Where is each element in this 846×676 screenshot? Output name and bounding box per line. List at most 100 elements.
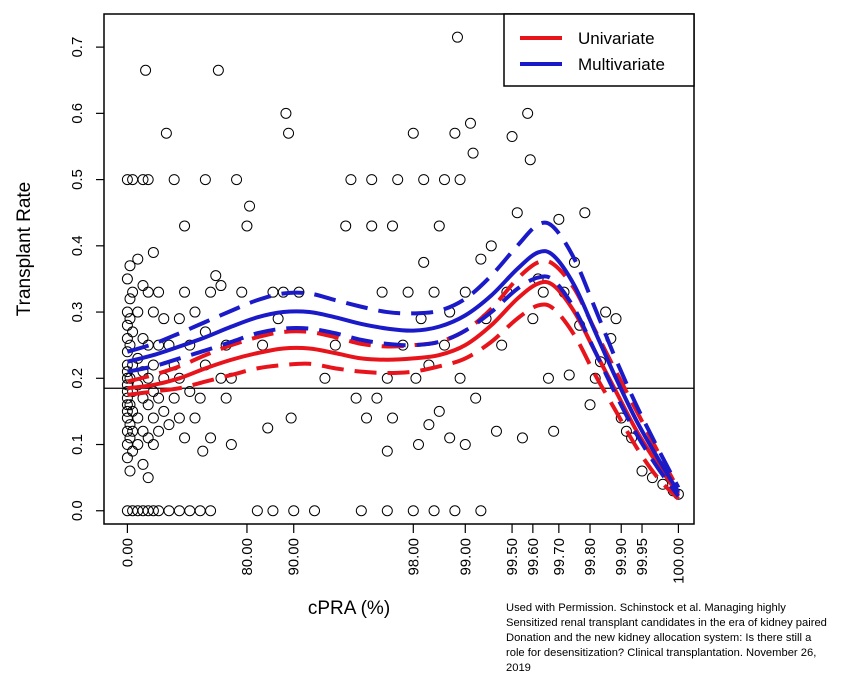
data-point xyxy=(142,472,154,484)
data-point xyxy=(168,392,180,404)
series-1-line xyxy=(126,249,681,494)
data-point xyxy=(524,154,536,166)
data-point xyxy=(407,505,419,517)
data-point xyxy=(236,286,248,298)
data-point xyxy=(451,31,463,43)
legend-box xyxy=(503,13,695,87)
data-point xyxy=(121,319,133,331)
data-point xyxy=(199,174,211,186)
data-point xyxy=(121,425,133,437)
data-point xyxy=(194,392,206,404)
data-point xyxy=(428,286,440,298)
data-point xyxy=(147,306,159,318)
data-point xyxy=(184,505,196,517)
data-point xyxy=(490,425,502,437)
data-point xyxy=(589,372,601,384)
data-point xyxy=(553,213,565,225)
data-point xyxy=(147,439,159,451)
y-tick-label: 0.6 xyxy=(69,103,86,124)
data-point xyxy=(137,174,149,186)
series-1-upper-band xyxy=(126,220,681,489)
data-point xyxy=(470,392,482,404)
y-tick-label: 0.3 xyxy=(69,302,86,323)
data-point xyxy=(522,107,534,119)
data-point xyxy=(158,313,170,325)
permission-credit: Used with Permission. Schinstock et al. … xyxy=(506,602,827,674)
x-tick-label: 99.80 xyxy=(582,538,599,576)
data-point xyxy=(636,465,648,477)
data-point xyxy=(459,439,471,451)
series-0-lower-band xyxy=(127,302,680,501)
data-point xyxy=(485,240,497,252)
data-point xyxy=(381,372,393,384)
data-point xyxy=(121,372,133,384)
spline-curves xyxy=(104,220,694,501)
data-point xyxy=(153,286,165,298)
data-point xyxy=(449,505,461,517)
data-point xyxy=(267,505,279,517)
data-point xyxy=(594,356,606,368)
data-point xyxy=(142,286,154,298)
data-point xyxy=(449,127,461,139)
y-tick-label: 0.0 xyxy=(69,500,86,521)
series-1-lower-band xyxy=(126,274,681,498)
data-point xyxy=(158,405,170,417)
plot-frame xyxy=(103,13,695,525)
data-point xyxy=(444,432,456,444)
data-point xyxy=(402,286,414,298)
data-point xyxy=(579,207,591,219)
data-point xyxy=(163,505,175,517)
data-point xyxy=(124,419,136,431)
data-point xyxy=(127,445,139,457)
data-point xyxy=(124,293,136,305)
data-point xyxy=(516,432,528,444)
x-tick-label: 99.50 xyxy=(504,538,521,576)
data-point xyxy=(366,174,378,186)
data-point xyxy=(340,220,352,232)
data-point xyxy=(179,432,191,444)
data-point xyxy=(345,174,357,186)
data-point xyxy=(244,200,256,212)
data-point xyxy=(423,419,435,431)
data-point xyxy=(142,432,154,444)
data-point xyxy=(309,505,321,517)
data-point xyxy=(132,306,144,318)
data-point xyxy=(205,505,217,517)
x-tick-label: 99.90 xyxy=(613,538,630,576)
data-point xyxy=(132,439,144,451)
data-point xyxy=(407,127,419,139)
x-tick-label: 0.00 xyxy=(119,538,136,567)
data-point xyxy=(137,333,149,345)
data-point xyxy=(153,392,165,404)
data-point xyxy=(142,174,154,186)
data-point xyxy=(160,127,172,139)
data-point xyxy=(137,280,149,292)
data-point xyxy=(542,372,554,384)
data-point xyxy=(127,286,139,298)
data-point xyxy=(464,117,476,129)
data-point xyxy=(433,405,445,417)
data-point xyxy=(438,339,450,351)
data-point xyxy=(381,505,393,517)
data-point xyxy=(428,505,440,517)
data-point xyxy=(124,465,136,477)
data-point xyxy=(657,478,669,490)
legend-label: Multivariate xyxy=(578,55,665,74)
data-point xyxy=(121,452,133,464)
data-point xyxy=(210,270,222,282)
data-point xyxy=(280,107,292,119)
y-tick-label: 0.4 xyxy=(69,235,86,256)
axes: 0.0 0.1 0.2 0.3 0.4 0.5 0.6 0.7 0.00 80.00 90.00 98… xyxy=(14,37,687,619)
data-point xyxy=(387,412,399,424)
data-point xyxy=(132,253,144,265)
data-point xyxy=(511,207,523,219)
data-point xyxy=(459,286,471,298)
data-point xyxy=(179,220,191,232)
data-point xyxy=(563,369,575,381)
data-point xyxy=(376,286,388,298)
data-point xyxy=(361,412,373,424)
x-tick-label: 99.00 xyxy=(457,538,474,576)
data-point xyxy=(418,256,430,268)
data-point xyxy=(124,260,136,272)
